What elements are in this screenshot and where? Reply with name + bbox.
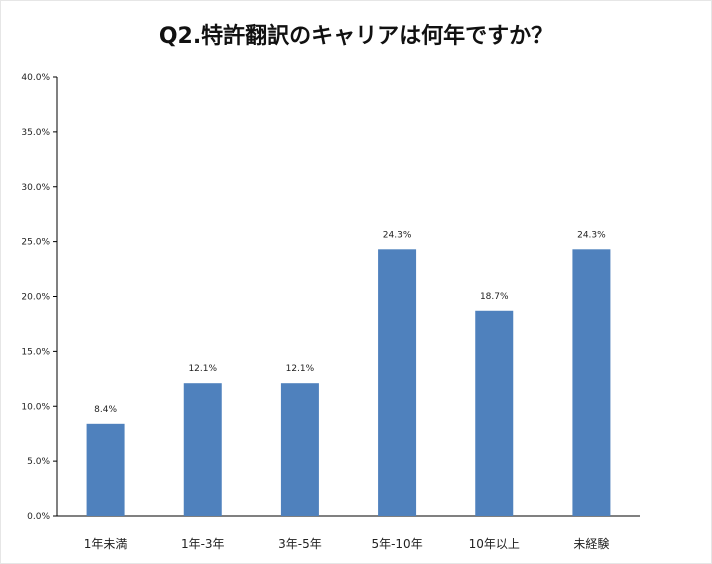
bar-data-label: 8.4% — [94, 405, 117, 415]
y-tick-label: 10.0% — [21, 402, 50, 412]
y-tick-label: 30.0% — [21, 183, 50, 193]
bar — [183, 383, 222, 516]
bar-data-label: 12.1% — [286, 364, 315, 374]
y-tick-label: 5.0% — [27, 457, 50, 467]
bar-data-label: 18.7% — [480, 292, 509, 302]
y-tick-label: 0.0% — [27, 512, 50, 522]
y-tick-label: 25.0% — [21, 238, 50, 248]
category-label: 10年以上 — [469, 537, 520, 551]
bar — [572, 249, 611, 516]
category-label: 未経験 — [573, 536, 609, 551]
bar-data-label: 24.3% — [577, 230, 606, 240]
y-tick-label: 35.0% — [21, 128, 50, 138]
y-tick-label: 40.0% — [21, 73, 50, 83]
category-label: 5年-10年 — [371, 537, 422, 551]
y-tick-label: 20.0% — [21, 293, 50, 303]
bar — [475, 310, 514, 516]
bar-data-label: 12.1% — [188, 364, 217, 374]
category-label: 1年未満 — [84, 537, 128, 551]
category-label: 1年-3年 — [181, 537, 225, 551]
bar — [378, 249, 417, 516]
bar — [86, 423, 125, 516]
chart-title: Q2.特許翻訳のキャリアは何年ですか？ — [158, 24, 554, 49]
bar — [280, 383, 319, 516]
category-label: 3年-5年 — [278, 537, 322, 551]
bar-data-label: 24.3% — [383, 230, 412, 240]
y-tick-label: 15.0% — [21, 347, 50, 357]
